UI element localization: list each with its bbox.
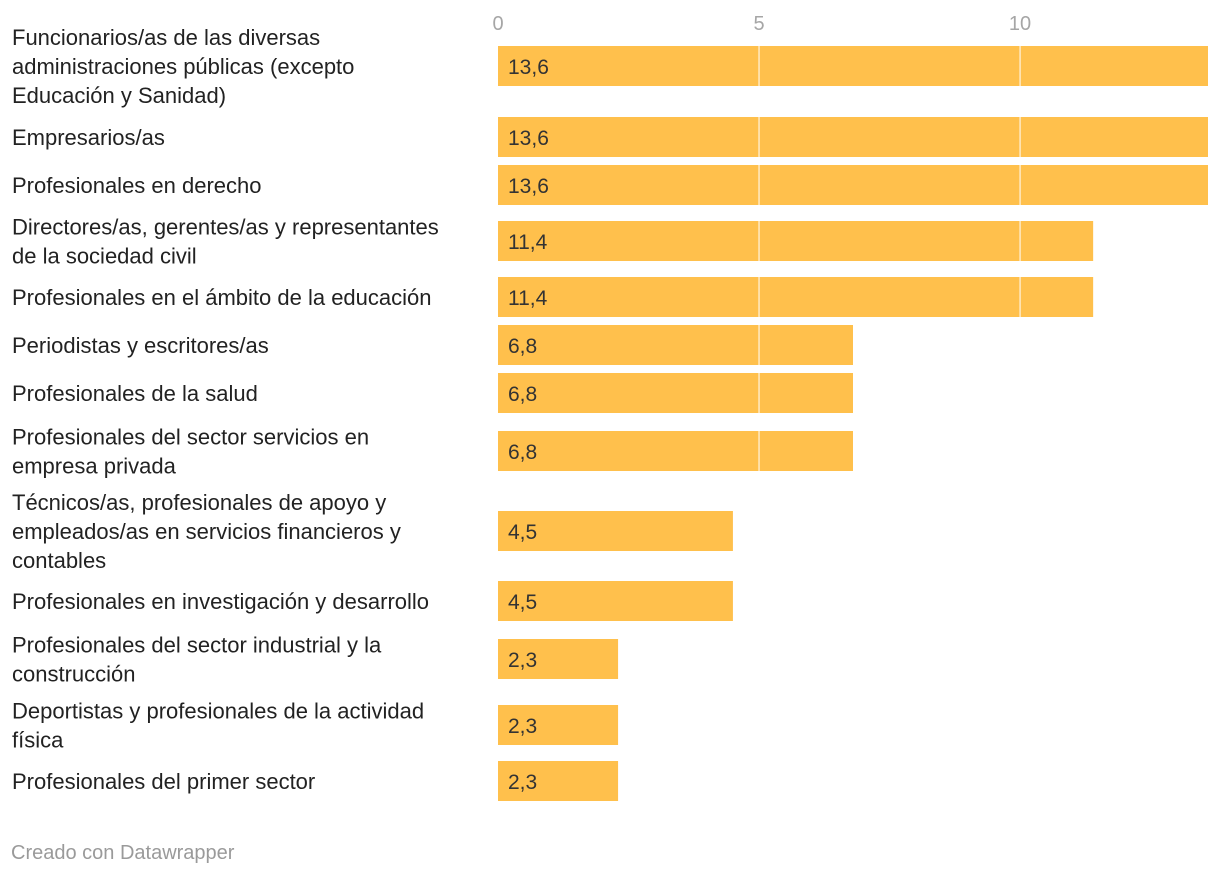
- category-label-line: Profesionales de la salud: [12, 381, 258, 406]
- bar: [498, 373, 853, 413]
- category-label: Profesionales del primer sector: [12, 769, 315, 794]
- category-label-line: administraciones públicas (excepto: [12, 54, 354, 79]
- category-label-line: contables: [12, 548, 106, 573]
- x-tick-label: 10: [1009, 13, 1031, 35]
- value-labels: 13,6 13,6 13,6 11,4 11,4 6,8 6,8 6,8 4,5 4,5 2,3 2,…: [508, 56, 549, 794]
- category-label-line: Educación y Sanidad): [12, 83, 226, 108]
- bar-value-label: 6,8: [508, 383, 537, 406]
- bars: [498, 46, 1208, 801]
- bar: [498, 511, 733, 551]
- bar: [498, 221, 1094, 261]
- gridlines: [758, 46, 1021, 801]
- category-label-line: Profesionales del sector industrial y la: [12, 633, 382, 658]
- category-label-line: empresa privada: [12, 454, 177, 479]
- category-label-line: de la sociedad civil: [12, 244, 197, 269]
- bar: [498, 581, 733, 621]
- category-label-line: Funcionarios/as de las diversas: [12, 25, 320, 50]
- category-label: Profesionales del sector servicios en emp…: [12, 425, 369, 479]
- footer-credit: Creado con Datawrapper: [11, 842, 235, 864]
- bar: [498, 705, 619, 745]
- category-label: Periodistas y escritores/as: [12, 333, 269, 358]
- bar: [498, 117, 1208, 157]
- category-label-line: Profesionales en investigación y desarro…: [12, 589, 429, 614]
- category-label-line: Profesionales del primer sector: [12, 769, 315, 794]
- bar: [498, 277, 1094, 317]
- bar: [498, 325, 853, 365]
- bar-value-label: 11,4: [508, 231, 548, 254]
- bar-value-label: 2,3: [508, 649, 537, 672]
- category-label: Directores/as, gerentes/as y representan…: [12, 215, 439, 269]
- bar-value-label: 4,5: [508, 591, 537, 614]
- category-label-line: Profesionales en derecho: [12, 173, 262, 198]
- bar: [498, 46, 1208, 86]
- category-label-line: física: [12, 728, 64, 753]
- category-label-line: Técnicos/as, profesionales de apoyo y: [12, 490, 386, 515]
- category-label-line: empleados/as en servicios financieros y: [12, 519, 401, 544]
- bar: [498, 639, 619, 679]
- category-label: Funcionarios/as de las diversas administr…: [12, 25, 354, 108]
- category-label: Profesionales del sector industrial y la…: [12, 633, 382, 687]
- bar-chart: 0 5 10 13,6 13,6 13,6 11,4 11,4 6,8 6,8 6,8 4,5 4,5…: [12, 13, 1208, 801]
- category-label-line: Periodistas y escritores/as: [12, 333, 269, 358]
- category-label: Profesionales en investigación y desarro…: [12, 589, 429, 614]
- category-labels: Funcionarios/as de las diversas administr…: [12, 25, 439, 794]
- bar-value-label: 2,3: [508, 771, 537, 794]
- x-axis-ticks: 0 5 10: [492, 13, 1031, 35]
- category-label-line: Profesionales en el ámbito de la educaci…: [12, 285, 432, 310]
- bar-value-label: 13,6: [508, 56, 549, 79]
- x-tick-label: 0: [492, 13, 503, 35]
- bar-value-label: 13,6: [508, 127, 549, 150]
- category-label: Empresarios/as: [12, 125, 165, 150]
- category-label-line: Empresarios/as: [12, 125, 165, 150]
- category-label: Profesionales en el ámbito de la educaci…: [12, 285, 432, 310]
- category-label: Profesionales en derecho: [12, 173, 262, 198]
- bar-value-label: 13,6: [508, 175, 549, 198]
- bar-value-label: 6,8: [508, 335, 537, 358]
- category-label-line: construcción: [12, 662, 136, 687]
- x-tick-label: 5: [753, 13, 764, 35]
- bar-value-label: 6,8: [508, 441, 537, 464]
- category-label: Técnicos/as, profesionales de apoyo y emp…: [12, 490, 401, 573]
- category-label: Deportistas y profesionales de la activi…: [12, 699, 424, 753]
- bar: [498, 165, 1208, 205]
- category-label-line: Directores/as, gerentes/as y representan…: [12, 215, 439, 240]
- category-label-line: Deportistas y profesionales de la activi…: [12, 699, 424, 724]
- bar-value-label: 11,4: [508, 287, 548, 310]
- bar-value-label: 2,3: [508, 715, 537, 738]
- category-label: Profesionales de la salud: [12, 381, 258, 406]
- bar: [498, 431, 853, 471]
- bar: [498, 761, 619, 801]
- category-label-line: Profesionales del sector servicios en: [12, 425, 369, 450]
- bar-value-label: 4,5: [508, 521, 537, 544]
